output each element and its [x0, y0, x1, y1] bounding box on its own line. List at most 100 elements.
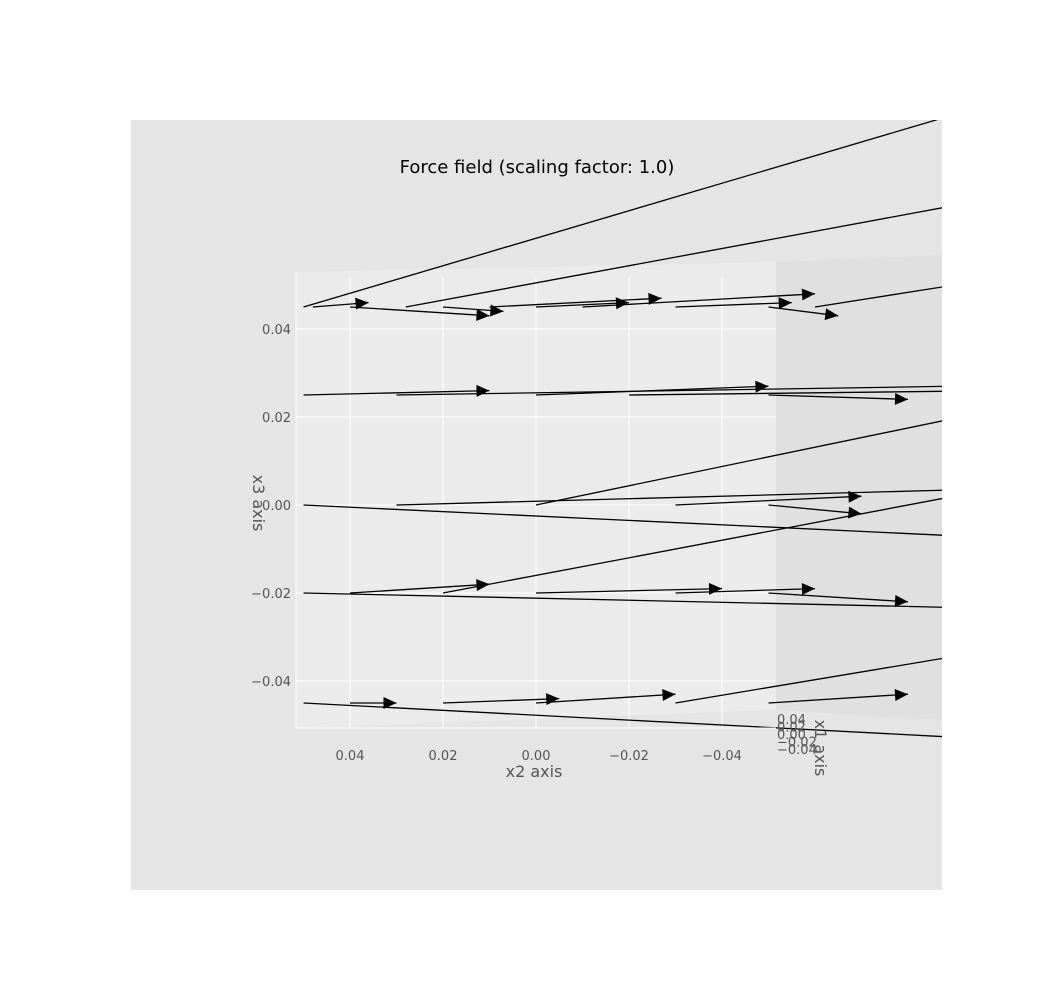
arrow-shaft	[489, 297, 662, 308]
arrow-head	[755, 380, 769, 393]
x1-tick-label: 0.00	[777, 728, 806, 743]
arrow-shaft	[675, 301, 792, 308]
quiver-arrow	[396, 385, 942, 396]
arrow-head	[615, 297, 629, 310]
arrow-shaft	[303, 702, 942, 738]
quiver-arrow	[303, 592, 942, 608]
x1-tick-label: −0.02	[777, 736, 817, 751]
x2-tick-label: 0.02	[429, 749, 458, 764]
arrow-head	[662, 689, 676, 702]
x3-tick-label: 0.00	[262, 499, 291, 514]
arrow-shaft	[628, 390, 942, 396]
x2-tick-label: −0.04	[702, 749, 742, 764]
quiver-arrow	[768, 689, 909, 704]
x3-tick-label: −0.04	[251, 675, 291, 690]
quiver-arrow	[303, 504, 942, 536]
arrow-shaft	[675, 587, 816, 594]
quiver-arrow	[675, 583, 816, 596]
arrow-head	[824, 308, 839, 321]
quiver-arrow	[405, 207, 942, 308]
arrow-shaft	[582, 293, 816, 308]
x1-tick-label: 0.02	[777, 721, 806, 736]
arrow-shaft	[675, 495, 862, 506]
arrow-head	[801, 583, 815, 596]
x1-tick-labels: −0.04−0.020.000.020.04	[777, 713, 817, 758]
quiver-arrow	[442, 304, 504, 317]
arrow-head	[476, 308, 490, 321]
quiver-arrow	[675, 657, 942, 704]
arrow-shaft	[303, 389, 490, 396]
arrow-shaft	[303, 592, 942, 608]
quiver-arrow	[535, 297, 630, 310]
x2-axis-label: x2 axis	[506, 762, 563, 781]
arrow-shaft	[535, 587, 723, 594]
arrow-shaft	[303, 504, 942, 536]
arrow-head	[490, 304, 504, 317]
x2-tick-labels: 0.04 0.02 0.00 −0.02 −0.04	[336, 749, 742, 764]
quiver-arrow	[675, 297, 792, 310]
quiver-arrow	[768, 592, 909, 607]
arrow-head	[1034, 482, 1047, 494]
quiver-arrow	[312, 297, 369, 310]
x2-tick-label: 0.00	[522, 749, 551, 764]
arrow-shaft	[442, 697, 560, 704]
quiver-arrow	[814, 286, 942, 308]
x3-tick-label: 0.04	[262, 323, 291, 338]
quiver-arrow	[396, 482, 1047, 506]
quiver-arrow	[675, 490, 862, 506]
quiver-arrow	[535, 380, 769, 396]
arrow-head	[848, 490, 862, 503]
pane-right	[776, 255, 942, 720]
arrow-head	[778, 297, 792, 310]
arrow-shaft	[535, 693, 676, 704]
x1-axis-label: x1 axis	[811, 720, 830, 777]
quiver-arrow	[442, 497, 942, 594]
x1-tick-label: 0.04	[777, 713, 806, 728]
arrow-shaft	[768, 504, 862, 515]
x3-tick-labels: 0.04 0.02 0.00 −0.02 −0.04	[251, 323, 291, 690]
arrow-shaft	[768, 693, 909, 704]
arrow-head	[894, 689, 908, 702]
quiver-arrow	[768, 306, 839, 321]
arrow-shaft	[535, 301, 630, 308]
arrow-shaft	[675, 657, 942, 704]
arrow-shaft	[535, 420, 942, 506]
chart-title: Force field (scaling factor: 1.0)	[400, 157, 675, 178]
arrow-shaft	[442, 497, 942, 594]
quiver-arrow	[535, 689, 676, 704]
quiver-arrow	[768, 392, 909, 405]
arrow-shaft	[814, 286, 942, 308]
arrow-head	[894, 392, 908, 405]
arrow-shaft	[349, 583, 490, 594]
arrow-shaft	[535, 385, 769, 396]
arrow-shaft	[396, 489, 942, 506]
x1-tick-label: −0.04	[777, 743, 817, 758]
arrow-head	[894, 594, 908, 607]
quiver-arrow	[535, 420, 942, 506]
plot-area	[296, 85, 1047, 738]
x3-tick-label: 0.02	[262, 411, 291, 426]
arrow-head	[383, 697, 397, 709]
quiver-arrow	[349, 306, 490, 321]
arrow-shaft	[349, 306, 490, 317]
arrow-head	[648, 292, 662, 305]
quiver-arrow	[303, 85, 1047, 308]
x2-tick-label: 0.04	[336, 749, 365, 764]
arrow-head	[1033, 85, 1047, 97]
x3-tick-label: −0.02	[251, 587, 291, 602]
quiver-arrows	[303, 85, 1047, 738]
x2-tick-label: −0.02	[609, 749, 649, 764]
arrow-head	[988, 385, 1001, 397]
arrow-shaft	[768, 592, 909, 603]
arrow-head	[801, 288, 815, 301]
x3-axis-label: x3 axis	[249, 475, 268, 532]
arrow-shaft	[396, 385, 942, 396]
quiver-arrow	[582, 288, 816, 308]
arrow-shaft	[303, 120, 939, 308]
quiver-arrow	[489, 292, 662, 308]
arrow-shaft	[405, 207, 942, 308]
arrow-head	[355, 297, 369, 310]
quiver-arrow	[303, 702, 942, 738]
quiver-arrow	[628, 385, 1001, 397]
